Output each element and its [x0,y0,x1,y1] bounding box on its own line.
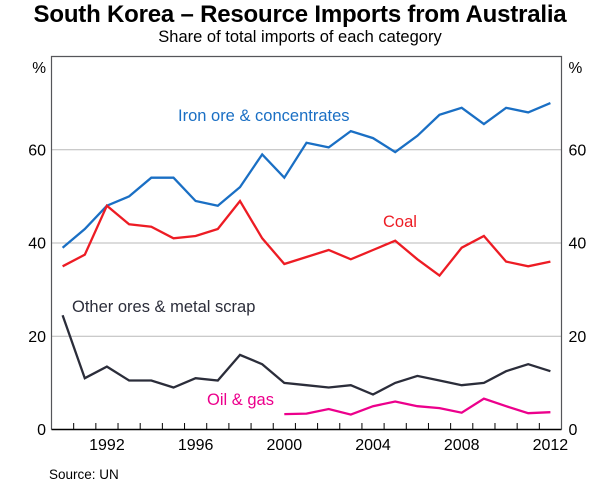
x-tick-label: 1992 [89,437,125,454]
x-tick-label: 2012 [533,437,569,454]
y-tick-label-left: 40 [28,236,46,253]
series-line-other-ores-metal-scrap [61,314,551,396]
y-unit-right: % [569,60,583,77]
series-line-coal [62,198,551,278]
x-tick-label: 2004 [355,437,391,454]
series-line-oil-gas [284,397,551,416]
x-tick-label: 2008 [444,437,480,454]
series-label-coal: Coal [383,213,417,231]
y-tick-label-left: 0 [37,422,46,439]
series-label-other-ores-metal-scrap: Other ores & metal scrap [72,298,255,316]
series-label-oil-gas: Oil & gas [207,391,274,409]
y-tick-label-right: 0 [569,422,578,439]
series-label-iron-ore: Iron ore & concentrates [178,107,350,125]
chart-subtitle: Share of total imports of each category [158,28,442,46]
y-tick-label-left: 20 [28,329,46,346]
y-unit-left: % [32,60,46,77]
chart-title: South Korea – Resource Imports from Aust… [33,1,567,28]
y-tick-label-left: 60 [28,142,46,159]
series-line-iron-ore [61,102,551,249]
y-tick-label-right: 40 [569,236,587,253]
y-tick-label-right: 60 [569,142,587,159]
plot-frame [50,55,563,430]
x-tick-label: 2000 [267,437,303,454]
plot-area: 0 0 20 20 40 40 60 60% % 1992 1996 2000 2004 2008 2012… [28,55,587,454]
x-tick-label: 1996 [178,437,214,454]
source-note: Source: UN [49,467,119,482]
y-tick-label-right: 20 [569,329,587,346]
